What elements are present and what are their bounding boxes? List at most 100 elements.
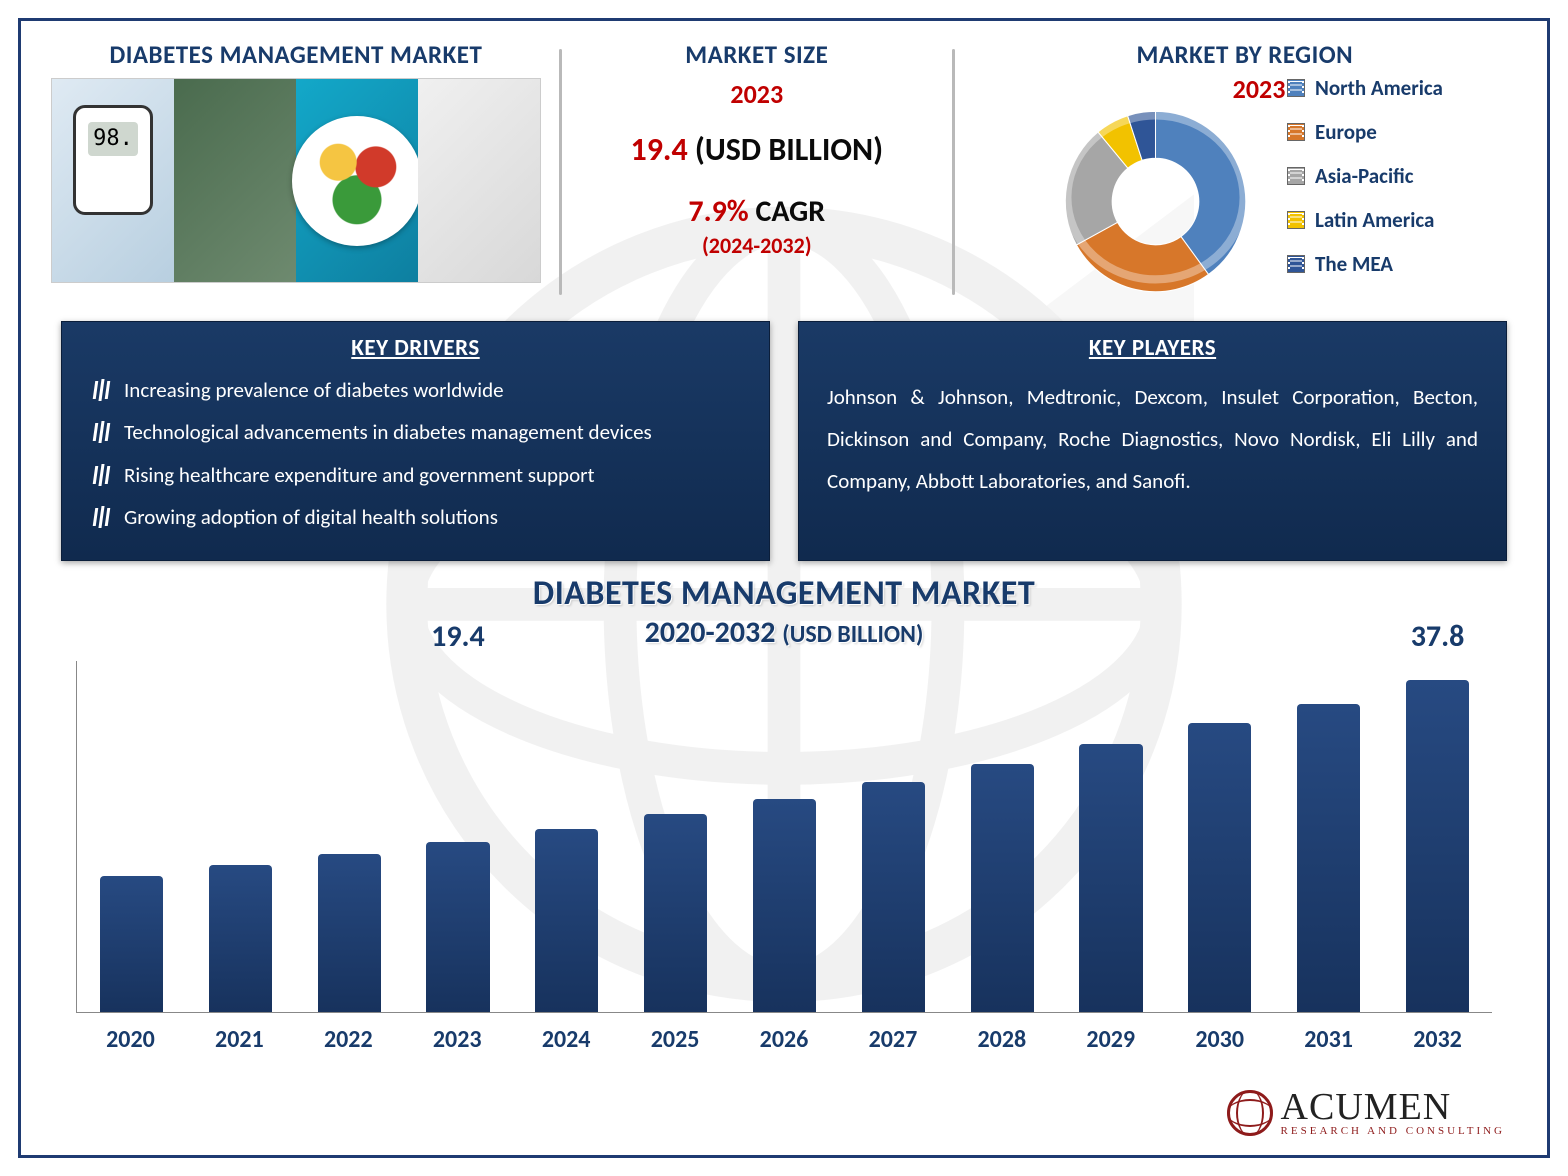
legend-item: The MEA <box>1287 251 1507 277</box>
col-market-size: MARKET SIZE 2023 19.4 (USD BILLION) 7.9%… <box>580 39 934 309</box>
logo-text: ACUMEN RESEARCH AND CONSULTING <box>1281 1088 1505 1137</box>
vertical-divider <box>952 49 955 295</box>
x-axis-label: 2029 <box>1056 1017 1165 1061</box>
chart-bars: 19.4 37.8 <box>77 661 1492 1012</box>
bar-value-label: 19.4 <box>431 618 485 655</box>
chart-title-line2: 2020-2032 (USD BILLION) <box>21 614 1547 651</box>
driver-item: Rising healthcare expenditure and govern… <box>90 461 741 489</box>
market-size-value: 19.4 (USD BILLION) <box>580 130 934 169</box>
legend-item: North America <box>1287 75 1507 101</box>
legend-label: The MEA <box>1315 251 1393 277</box>
region-legend: North America Europe Asia-Pacific Latin Ame… <box>1287 75 1507 295</box>
legend-swatch-icon <box>1287 167 1305 185</box>
x-axis-label: 2025 <box>621 1017 730 1061</box>
cagr-range: (2024-2032) <box>580 232 934 259</box>
legend-label: Europe <box>1315 119 1377 145</box>
market-size-year: 2023 <box>580 78 934 110</box>
bar-cell <box>839 661 948 1012</box>
bar <box>1297 704 1360 1012</box>
market-cagr: 7.9% CAGR <box>580 193 934 230</box>
driver-item: Growing adoption of digital health solut… <box>90 503 741 531</box>
bar <box>318 854 381 1012</box>
bar <box>1188 723 1251 1012</box>
bar-cell <box>621 661 730 1012</box>
title-market-size: MARKET SIZE <box>580 39 934 70</box>
col-market-image: DIABETES MANAGEMENT MARKET <box>51 39 541 309</box>
drivers-list: Increasing prevalence of diabetes worldw… <box>90 376 741 531</box>
chart-x-labels: 2020202120222023202420252026202720282029… <box>76 1017 1492 1061</box>
panel-key-drivers: KEY DRIVERS Increasing prevalence of dia… <box>61 321 770 561</box>
legend-item: Europe <box>1287 119 1507 145</box>
legend-swatch-icon <box>1287 79 1305 97</box>
healthy-food-icon <box>292 116 422 246</box>
players-title: KEY PLAYERS <box>827 334 1478 362</box>
x-axis-label: 2022 <box>294 1017 403 1061</box>
bar-value-label: 37.8 <box>1411 618 1465 655</box>
bar-cell: 19.4 <box>404 661 513 1012</box>
bar <box>209 865 272 1012</box>
chart-title-block: DIABETES MANAGEMENT MARKET 2020-2032 (US… <box>21 573 1547 651</box>
bar <box>753 799 816 1012</box>
legend-label: North America <box>1315 75 1443 101</box>
legend-label: Asia-Pacific <box>1315 163 1414 189</box>
bar-cell <box>295 661 404 1012</box>
chart-plot-area: 19.4 37.8 <box>76 661 1492 1013</box>
bar-cell <box>948 661 1057 1012</box>
drivers-title: KEY DRIVERS <box>90 334 741 362</box>
chart-title-unit: (USD BILLION) <box>782 620 923 649</box>
legend-item: Latin America <box>1287 207 1507 233</box>
title-market: DIABETES MANAGEMENT MARKET <box>51 39 541 70</box>
legend-swatch-icon <box>1287 123 1305 141</box>
title-region: MARKET BY REGION <box>973 39 1517 70</box>
bar <box>100 876 163 1012</box>
cagr-number: 7.9% <box>688 193 748 230</box>
x-axis-label: 2030 <box>1165 1017 1274 1061</box>
exercise-image <box>174 79 296 282</box>
bar-cell <box>512 661 621 1012</box>
x-axis-label: 2020 <box>76 1017 185 1061</box>
image-collage <box>51 78 541 283</box>
players-text: Johnson & Johnson, Medtronic, Dexcom, In… <box>827 376 1478 502</box>
x-axis-label: 2026 <box>730 1017 839 1061</box>
legend-swatch-icon <box>1287 211 1305 229</box>
x-axis-label: 2031 <box>1274 1017 1383 1061</box>
legend-item: Asia-Pacific <box>1287 163 1507 189</box>
legend-swatch-icon <box>1287 255 1305 273</box>
bar <box>426 842 489 1012</box>
driver-item: Increasing prevalence of diabetes worldw… <box>90 376 741 404</box>
bar-cell <box>1165 661 1274 1012</box>
driver-item: Technological advancements in diabetes m… <box>90 418 741 446</box>
glucometer-icon <box>73 105 153 215</box>
x-axis-label: 2023 <box>403 1017 512 1061</box>
x-axis-label: 2021 <box>185 1017 294 1061</box>
region-donut-chart <box>1053 99 1258 304</box>
chart-title-line1: DIABETES MANAGEMENT MARKET <box>21 573 1547 614</box>
x-axis-label: 2028 <box>947 1017 1056 1061</box>
bar <box>644 814 707 1012</box>
bar-cell: 37.8 <box>1383 661 1492 1012</box>
bar-cell <box>186 661 295 1012</box>
infographic-frame: DIABETES MANAGEMENT MARKET MARKET SIZE 2… <box>18 18 1550 1158</box>
legend-label: Latin America <box>1315 207 1434 233</box>
bar-cell <box>1057 661 1166 1012</box>
chart-title-years: 2020-2032 <box>645 614 776 651</box>
market-size-unit: (USD BILLION) <box>695 130 883 169</box>
bar-cell <box>1274 661 1383 1012</box>
bar <box>1079 744 1142 1012</box>
bar-chart: 19.437.8 2020202120222023202420252026202… <box>76 661 1492 1061</box>
x-axis-label: 2024 <box>512 1017 621 1061</box>
bar <box>862 782 925 1012</box>
brand-logo: ACUMEN RESEARCH AND CONSULTING <box>1227 1088 1505 1137</box>
x-axis-label: 2027 <box>838 1017 947 1061</box>
top-row: DIABETES MANAGEMENT MARKET MARKET SIZE 2… <box>51 39 1517 309</box>
globe-icon <box>1227 1090 1273 1136</box>
logo-name: ACUMEN <box>1281 1086 1452 1128</box>
x-axis-label: 2032 <box>1383 1017 1492 1061</box>
col-market-region: MARKET BY REGION 2023 North AmericaEurop… <box>973 39 1517 309</box>
cagr-label: CAGR <box>755 193 825 230</box>
bar <box>1406 680 1469 1012</box>
bar <box>535 829 598 1012</box>
bar <box>971 764 1034 1012</box>
panel-key-players: KEY PLAYERS Johnson & Johnson, Medtronic… <box>798 321 1507 561</box>
bar-cell <box>77 661 186 1012</box>
